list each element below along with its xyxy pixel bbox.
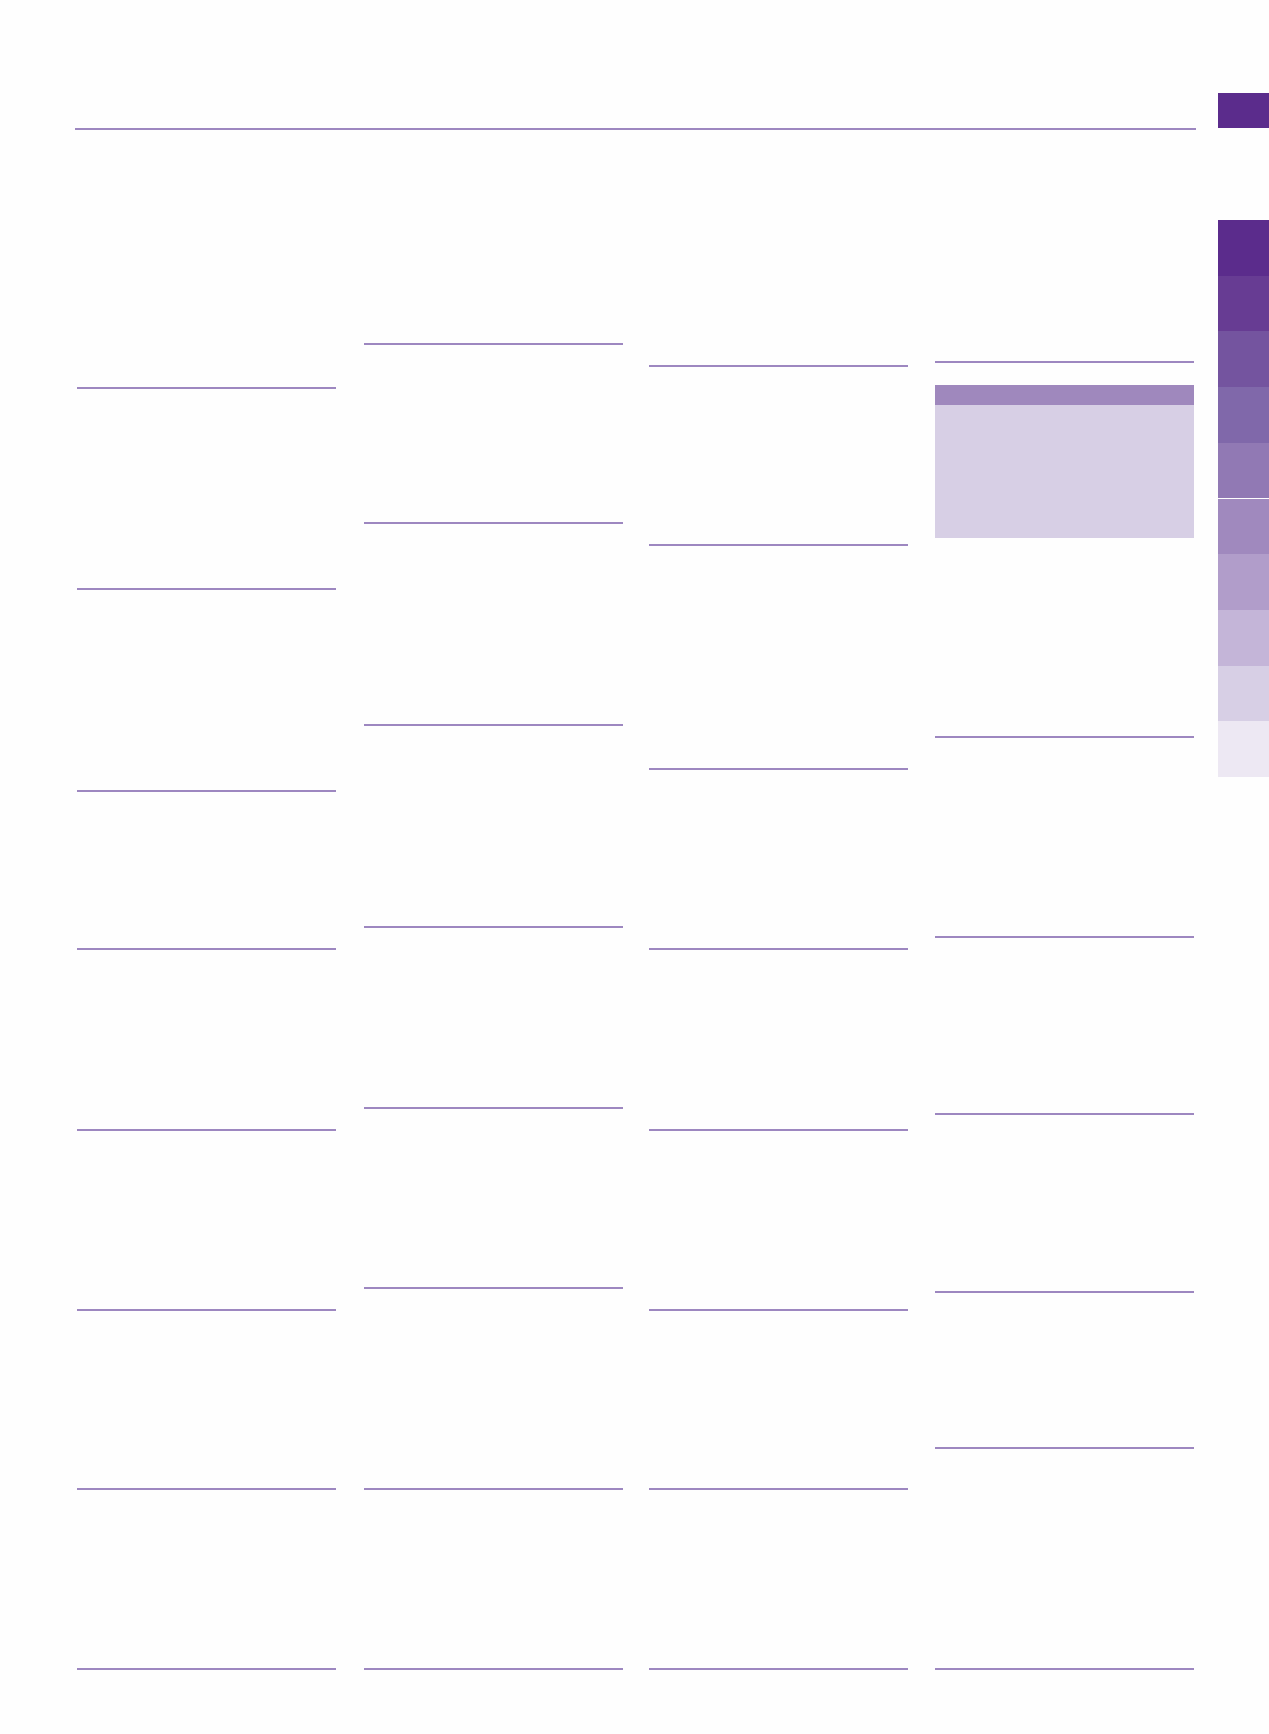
highlight-box-header bbox=[935, 385, 1194, 405]
column-2-divider bbox=[364, 1488, 623, 1490]
column-4-divider bbox=[935, 1447, 1194, 1449]
column-2-divider bbox=[364, 522, 623, 524]
side-tab-3[interactable] bbox=[1218, 331, 1269, 388]
side-tab-8[interactable] bbox=[1218, 609, 1269, 666]
top-section-tab[interactable] bbox=[1218, 93, 1269, 128]
column-4-divider bbox=[935, 361, 1194, 363]
side-tab-5[interactable] bbox=[1218, 442, 1269, 499]
column-4-divider bbox=[935, 1291, 1194, 1293]
highlight-box bbox=[935, 385, 1194, 538]
header-rule bbox=[75, 128, 1196, 130]
column-3-divider bbox=[649, 948, 908, 950]
column-3-divider bbox=[649, 544, 908, 546]
column-1-divider bbox=[77, 790, 336, 792]
side-tab-6[interactable] bbox=[1218, 498, 1269, 555]
column-3-divider bbox=[649, 1309, 908, 1311]
column-1-divider bbox=[77, 1668, 336, 1670]
column-1-divider bbox=[77, 588, 336, 590]
column-3-divider bbox=[649, 1488, 908, 1490]
column-3-divider bbox=[649, 1668, 908, 1670]
column-2-divider bbox=[364, 724, 623, 726]
column-4-divider bbox=[935, 1668, 1194, 1670]
column-4-divider bbox=[935, 936, 1194, 938]
column-2-divider bbox=[364, 926, 623, 928]
column-1-divider bbox=[77, 387, 336, 389]
side-tab-2[interactable] bbox=[1218, 275, 1269, 332]
side-tab-9[interactable] bbox=[1218, 665, 1269, 722]
highlight-box-body bbox=[935, 405, 1194, 538]
column-4-divider bbox=[935, 736, 1194, 738]
column-4-divider bbox=[935, 1113, 1194, 1115]
column-2-divider bbox=[364, 1107, 623, 1109]
column-2-divider bbox=[364, 343, 623, 345]
column-3-divider bbox=[649, 365, 908, 367]
column-1-divider bbox=[77, 1488, 336, 1490]
column-1-divider bbox=[77, 1129, 336, 1131]
side-tab-7[interactable] bbox=[1218, 554, 1269, 610]
side-tab-10[interactable] bbox=[1218, 721, 1269, 777]
column-1-divider bbox=[77, 948, 336, 950]
column-2-divider bbox=[364, 1668, 623, 1670]
side-tab-4[interactable] bbox=[1218, 387, 1269, 443]
column-3-divider bbox=[649, 1129, 908, 1131]
column-2-divider bbox=[364, 1287, 623, 1289]
side-tab-1[interactable] bbox=[1218, 220, 1269, 276]
column-1-divider bbox=[77, 1309, 336, 1311]
column-3-divider bbox=[649, 768, 908, 770]
